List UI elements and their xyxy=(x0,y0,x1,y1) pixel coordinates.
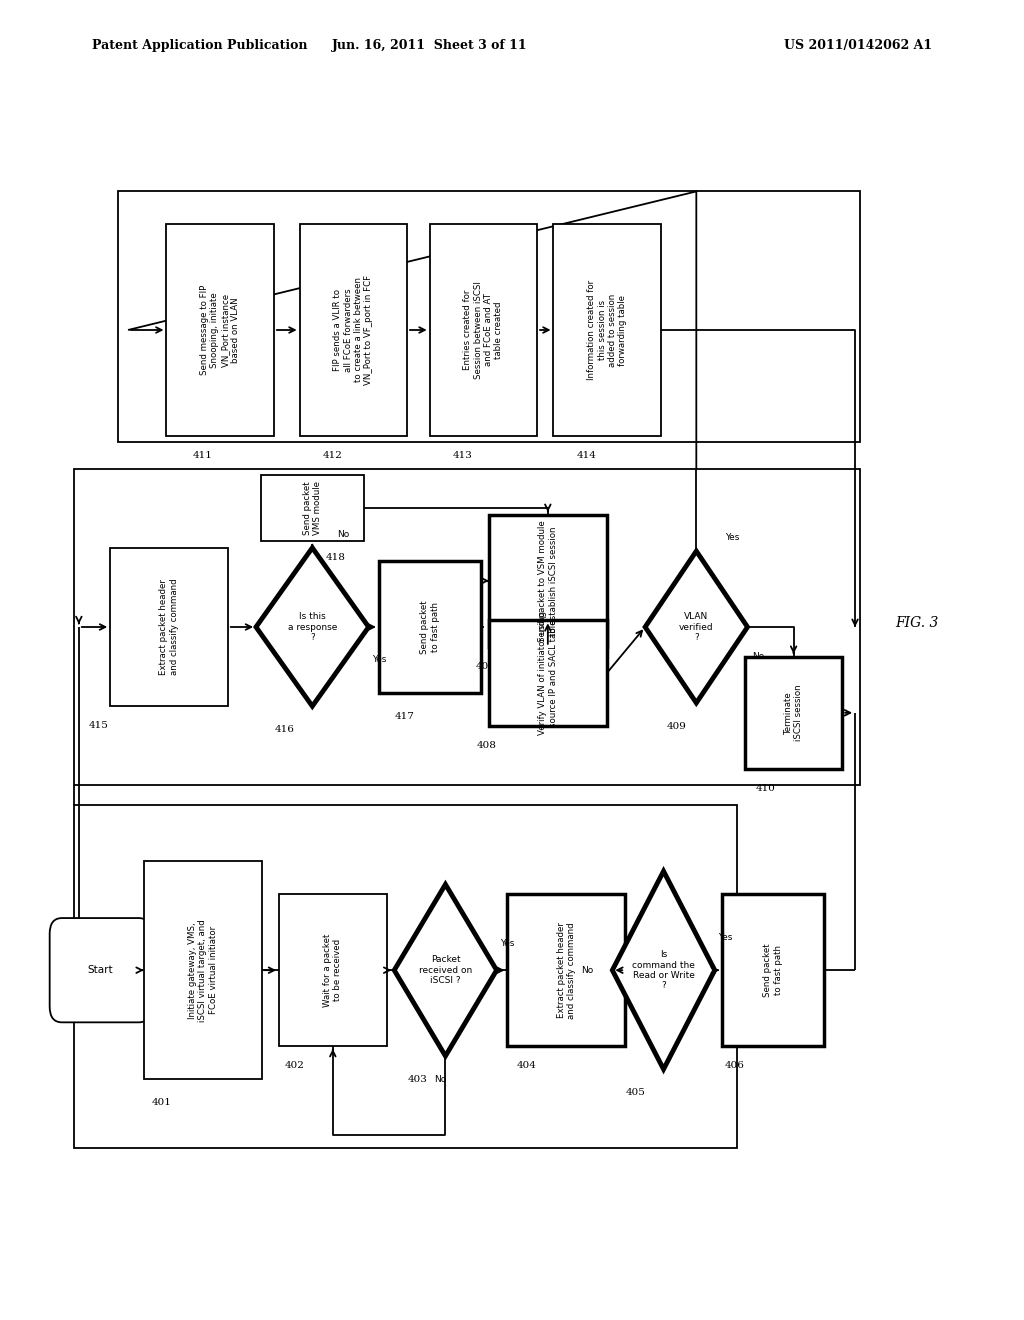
Text: Information created for
this session is
added to session
forwarding table: Information created for this session is … xyxy=(587,280,628,380)
FancyBboxPatch shape xyxy=(508,895,625,1045)
Text: Yes: Yes xyxy=(500,940,514,948)
Text: 410: 410 xyxy=(756,784,775,793)
Text: 408: 408 xyxy=(477,742,497,750)
Text: Send packet to VSM module
to establish iSCSI session: Send packet to VSM module to establish i… xyxy=(539,520,557,642)
FancyBboxPatch shape xyxy=(553,224,662,436)
Text: No: No xyxy=(337,531,349,539)
FancyBboxPatch shape xyxy=(166,224,274,436)
Text: 418: 418 xyxy=(326,553,345,561)
Polygon shape xyxy=(612,871,715,1069)
Text: US 2011/0142062 A1: US 2011/0142062 A1 xyxy=(783,38,932,51)
FancyBboxPatch shape xyxy=(279,895,387,1045)
FancyBboxPatch shape xyxy=(489,515,606,647)
Text: 407: 407 xyxy=(476,663,496,671)
Text: Is this
a response
?: Is this a response ? xyxy=(288,612,337,642)
FancyBboxPatch shape xyxy=(299,224,407,436)
Text: 417: 417 xyxy=(394,713,414,721)
Text: Jun. 16, 2011  Sheet 3 of 11: Jun. 16, 2011 Sheet 3 of 11 xyxy=(332,38,528,51)
Text: 415: 415 xyxy=(89,722,109,730)
Text: 411: 411 xyxy=(193,451,212,459)
Text: Patent Application Publication: Patent Application Publication xyxy=(92,38,307,51)
Text: No: No xyxy=(434,1076,446,1084)
Polygon shape xyxy=(394,884,497,1056)
Text: 401: 401 xyxy=(152,1098,171,1107)
Polygon shape xyxy=(645,552,748,702)
Text: 404: 404 xyxy=(517,1061,537,1071)
FancyBboxPatch shape xyxy=(74,805,737,1148)
Text: 403: 403 xyxy=(408,1076,427,1084)
FancyBboxPatch shape xyxy=(49,919,152,1022)
Text: 402: 402 xyxy=(285,1061,304,1071)
FancyBboxPatch shape xyxy=(118,191,860,442)
Text: Wait for a packet
to be received: Wait for a packet to be received xyxy=(324,933,342,1007)
FancyBboxPatch shape xyxy=(379,561,481,693)
Text: Send packet
VMS module: Send packet VMS module xyxy=(303,482,322,535)
Text: Packet
received on
iSCSI ?: Packet received on iSCSI ? xyxy=(419,956,472,985)
Text: Terminate
iSCSI session: Terminate iSCSI session xyxy=(784,685,803,741)
Text: No: No xyxy=(752,652,764,660)
Text: Is
command the
Read or Write
?: Is command the Read or Write ? xyxy=(632,950,695,990)
FancyBboxPatch shape xyxy=(261,475,364,541)
Text: Extract packet header
and classify command: Extract packet header and classify comma… xyxy=(160,578,178,676)
Text: 412: 412 xyxy=(323,451,342,459)
FancyBboxPatch shape xyxy=(489,620,606,726)
FancyBboxPatch shape xyxy=(143,861,262,1080)
FancyBboxPatch shape xyxy=(74,469,860,785)
Text: No: No xyxy=(581,966,593,974)
FancyBboxPatch shape xyxy=(430,224,537,436)
FancyBboxPatch shape xyxy=(745,656,842,768)
Text: 409: 409 xyxy=(667,722,686,731)
Text: Verify VLAN of initiator using
source IP and SACL table: Verify VLAN of initiator using source IP… xyxy=(539,611,557,735)
FancyBboxPatch shape xyxy=(722,895,824,1045)
Text: 413: 413 xyxy=(453,451,472,459)
Text: FIP sends a VLIR to
all FCoE forwarders
to create a link between
VN_Port to VF_p: FIP sends a VLIR to all FCoE forwarders … xyxy=(333,275,374,385)
Text: Send message to FIP
Snooping, initiate
VN_Port instance
based on VLAN: Send message to FIP Snooping, initiate V… xyxy=(200,285,241,375)
Text: VLAN
verified
?: VLAN verified ? xyxy=(679,612,714,642)
Text: 405: 405 xyxy=(626,1089,645,1097)
Text: Initiate gateway, VMS,
iSCSI virtual target, and
FCoE virtual initiator: Initiate gateway, VMS, iSCSI virtual tar… xyxy=(187,919,218,1022)
Text: FIG. 3: FIG. 3 xyxy=(895,616,938,630)
Polygon shape xyxy=(256,548,369,706)
Text: Yes: Yes xyxy=(718,933,732,941)
FancyBboxPatch shape xyxy=(111,548,228,706)
Text: Yes: Yes xyxy=(372,656,386,664)
Text: Entries created for
Session between iSCSI
and FCoE and AT
table created: Entries created for Session between iSCS… xyxy=(463,281,504,379)
Text: 416: 416 xyxy=(274,726,294,734)
Text: 414: 414 xyxy=(577,451,596,459)
Text: Extract packet header
and classify command: Extract packet header and classify comma… xyxy=(557,921,575,1019)
Text: Send packet
to fast path: Send packet to fast path xyxy=(764,944,782,997)
Text: Send packet
to fast path: Send packet to fast path xyxy=(421,601,439,653)
Text: Yes: Yes xyxy=(725,533,739,543)
Text: Start: Start xyxy=(87,965,114,975)
Text: 406: 406 xyxy=(725,1061,744,1071)
